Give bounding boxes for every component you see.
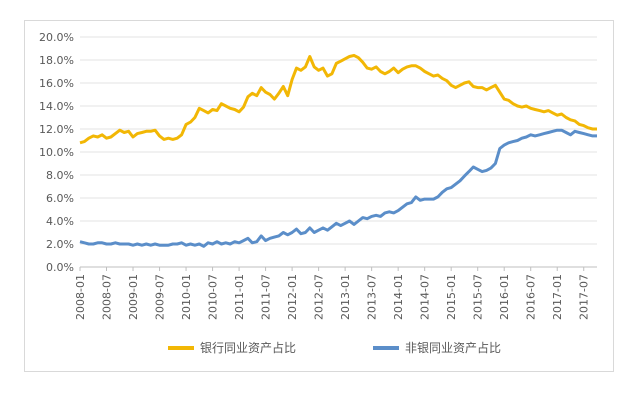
x-tick-label: 2012-01 <box>286 274 299 320</box>
y-tick-label: 10.0% <box>39 146 74 159</box>
x-tick-label: 2017-07 <box>578 274 591 320</box>
x-tick-label: 2010-07 <box>207 274 220 320</box>
x-tick-label: 2015-07 <box>472 274 485 320</box>
y-tick-label: 18.0% <box>39 54 74 67</box>
y-tick-label: 2.0% <box>46 238 74 251</box>
x-tick-label: 2011-01 <box>233 274 246 320</box>
x-tick-label: 2008-07 <box>101 274 114 320</box>
x-tick-label: 2014-01 <box>392 274 405 320</box>
legend-label-bank: 银行同业资产占比 <box>200 340 296 355</box>
x-axis-ticks: 2008-01 2008-07 2009-01 2009-07 2010-01 2010-… <box>74 267 591 320</box>
x-tick-label: 2008-01 <box>74 274 87 320</box>
y-tick-label: 8.0% <box>46 169 74 182</box>
y-axis-ticks: 0.0% 2.0% 4.0% 6.0% 8.0% 10.0% 12.0% 14.0% 16.0%… <box>39 31 74 274</box>
x-tick-label: 2013-01 <box>339 274 352 320</box>
series-line-nonbank <box>79 128 597 248</box>
x-tick-label: 2016-01 <box>498 274 511 320</box>
x-tick-label: 2010-01 <box>180 274 193 320</box>
y-tick-label: 14.0% <box>39 100 74 113</box>
x-tick-label: 2014-07 <box>419 274 432 320</box>
y-tick-label: 6.0% <box>46 192 74 205</box>
x-tick-label: 2009-07 <box>154 274 167 320</box>
chart-container: 0.0% 2.0% 4.0% 6.0% 8.0% 10.0% 12.0% 14.0% 16.0%… <box>24 20 614 372</box>
series-line-bank <box>79 53 597 145</box>
y-tick-label: 4.0% <box>46 215 74 228</box>
x-tick-label: 2017-01 <box>551 274 564 320</box>
y-tick-label: 0.0% <box>46 261 74 274</box>
y-tick-label: 20.0% <box>39 31 74 44</box>
x-tick-label: 2015-01 <box>445 274 458 320</box>
x-tick-label: 2011-07 <box>260 274 273 320</box>
x-tick-label: 2016-07 <box>525 274 538 320</box>
gridlines <box>80 36 597 245</box>
x-tick-label: 2009-01 <box>127 274 140 320</box>
line-chart: 0.0% 2.0% 4.0% 6.0% 8.0% 10.0% 12.0% 14.0% 16.0%… <box>39 31 597 355</box>
x-tick-label: 2013-07 <box>366 274 379 320</box>
x-tick-label: 2012-07 <box>313 274 326 320</box>
legend-label-nonbank: 非银同业资产占比 <box>405 340 501 355</box>
series-lines <box>79 53 597 248</box>
y-tick-label: 12.0% <box>39 123 74 136</box>
y-tick-label: 16.0% <box>39 77 74 90</box>
legend: 银行同业资产占比 非银同业资产占比 <box>168 340 501 355</box>
